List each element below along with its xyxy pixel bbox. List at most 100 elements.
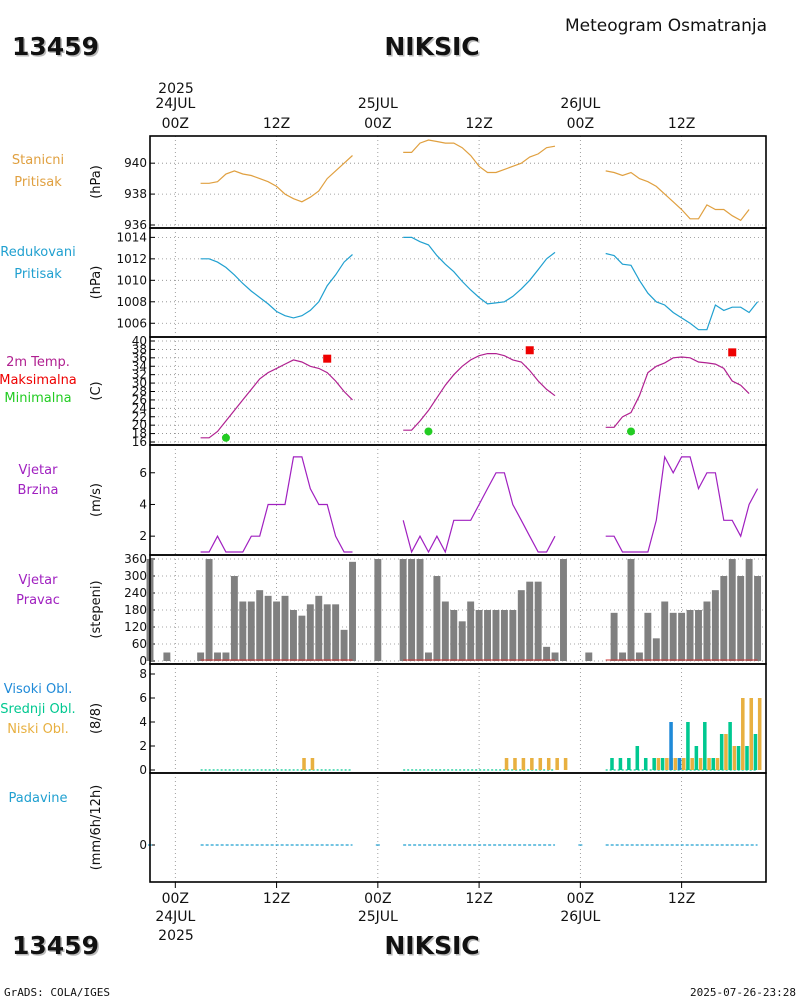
wind-direction-bar	[551, 652, 559, 661]
wind-direction-bar	[517, 590, 525, 661]
panel-border	[149, 444, 767, 556]
footer-credit: GrADS: COLA/IGES	[4, 986, 110, 999]
y-tick-label: 28	[132, 385, 147, 399]
cloud-low-bar	[749, 698, 754, 770]
wind-direction-bar	[323, 604, 331, 661]
top-date-label: 24JUL	[155, 96, 195, 112]
y-tick-label: 240	[124, 586, 147, 600]
cloud-low-bar	[715, 758, 720, 770]
station-pressure-line	[605, 170, 750, 222]
tmax-marker	[728, 348, 737, 357]
wind-direction-bar	[230, 576, 238, 661]
station-pressure-line	[403, 139, 556, 174]
panels: Stanicni Pritisak (hPa) 936 938 940 Redukovani…	[0, 135, 767, 883]
wind-speed-line	[605, 454, 759, 553]
wind-direction-bar	[669, 612, 677, 661]
panel-redukovani: Redukovani Pritisak (hPa) 1006 1008 1010 1012 1…	[0, 227, 767, 338]
y-tick-label: 22	[132, 410, 147, 424]
wind-direction-bar	[332, 604, 340, 661]
panel-label: Redukovani	[0, 245, 75, 260]
cloud-low-bar	[302, 758, 306, 770]
cloud-low-bar	[521, 758, 526, 770]
wind-direction-bar	[711, 590, 719, 661]
wind-direction-bar	[737, 576, 745, 661]
y-tick-label: 2	[139, 529, 147, 543]
y-tick-label: 1014	[116, 230, 147, 244]
panel-label: Vjetar	[19, 463, 59, 478]
wind-direction-bar	[627, 559, 635, 661]
wind-direction-bar	[289, 610, 297, 661]
panel-border	[149, 135, 767, 229]
panel-unit: (8/8)	[89, 703, 104, 734]
wind-direction-bar	[298, 615, 306, 661]
wind-direction-bar	[340, 629, 348, 661]
cloud-high-bar	[677, 758, 682, 770]
cloud-mid-bar	[652, 758, 656, 770]
wind-direction-bar	[239, 601, 247, 661]
temperature-line	[200, 359, 353, 439]
station-pressure-line	[200, 155, 353, 203]
bottom-hour-label: 12Z	[263, 891, 290, 907]
reduced-pressure-line	[403, 236, 556, 305]
wind-direction-bar	[728, 559, 736, 661]
panel-label: Vjetar	[19, 573, 59, 588]
wind-direction-bar	[526, 581, 534, 661]
wind-direction-bar	[256, 590, 264, 661]
y-tick-label: 0	[139, 838, 147, 852]
y-tick-label: 1008	[116, 295, 147, 309]
cloud-low-bar	[673, 758, 678, 770]
panel-temp: 2m Temp. Maksimalna Minimalna (C) 1618202224…	[0, 334, 767, 449]
panel-border	[149, 772, 767, 883]
reduced-pressure-line	[200, 254, 353, 319]
cloud-low-bar	[555, 758, 559, 770]
reduced-pressure-line	[605, 252, 759, 331]
y-tick-label: 940	[124, 156, 147, 170]
bottom-date-label: 24JUL	[155, 909, 195, 925]
wind-direction-bar	[247, 601, 255, 661]
y-tick-label: 120	[124, 620, 147, 634]
cloud-low-bar	[757, 698, 762, 770]
cloud-mid-bar	[736, 746, 741, 770]
wind-direction-bar	[745, 559, 753, 661]
panel-label: Niski Obl.	[7, 722, 69, 737]
bottom-year-label: 2025	[158, 928, 194, 944]
panel-label: Srednji Obl.	[0, 702, 75, 717]
wind-direction-bar	[652, 638, 660, 661]
cloud-mid-bar	[618, 758, 623, 770]
cloud-mid-bar	[610, 758, 614, 770]
tmin-marker	[424, 427, 433, 436]
cloud-low-bar	[546, 758, 551, 770]
y-tick-label: 2	[139, 739, 147, 753]
footer-timestamp: 2025-07-26-23:28	[690, 986, 796, 999]
cloud-mid-bar	[627, 758, 631, 770]
wind-direction-bar	[686, 610, 694, 661]
wind-direction-bar	[264, 595, 272, 661]
wind-direction-bar	[560, 559, 567, 661]
wind-direction-bar	[754, 576, 762, 661]
y-tick-label: 36	[132, 351, 147, 365]
top-hour-label: 00Z	[567, 116, 594, 132]
wind-direction-bar	[408, 559, 416, 661]
top-hour-label: 12Z	[263, 116, 290, 132]
panel-border	[149, 663, 767, 774]
cloud-low-bar	[563, 758, 568, 770]
cloud-mid-bar	[728, 722, 732, 770]
y-tick-label: 20	[132, 418, 147, 432]
temperature-line	[605, 356, 750, 428]
wind-direction-bar	[610, 612, 618, 661]
wind-direction-bar	[205, 559, 213, 661]
y-tick-label: 26	[132, 393, 147, 407]
bottom-hour-label: 00Z	[567, 891, 594, 907]
top-date-label: 26JUL	[560, 96, 600, 112]
y-tick-label: 32	[132, 368, 147, 382]
panel-unit: (stepeni)	[89, 580, 104, 638]
y-tick-label: 936	[124, 218, 147, 232]
wind-direction-bar	[720, 576, 728, 661]
y-tick-label: 1012	[116, 252, 147, 266]
cloud-mid-bar	[643, 758, 648, 770]
top-hour-label: 00Z	[162, 116, 189, 132]
y-tick-label: 18	[132, 427, 147, 441]
bottom-date-label: 25JUL	[358, 909, 398, 925]
cloud-low-bar	[707, 758, 711, 770]
wind-direction-bar	[458, 621, 466, 661]
